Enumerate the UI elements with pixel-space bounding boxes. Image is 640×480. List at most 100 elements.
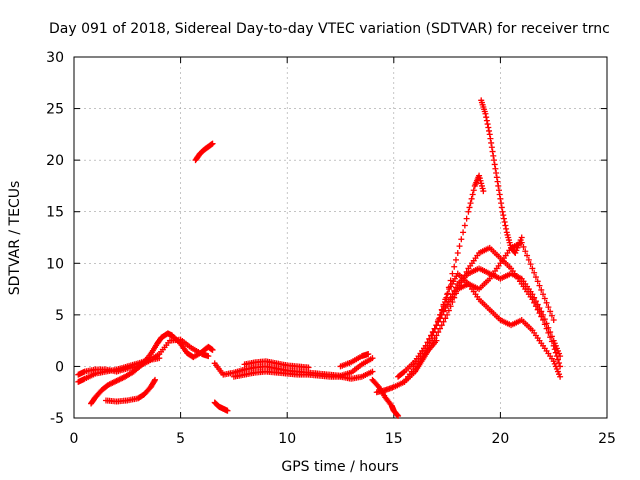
data-point-marker xyxy=(541,295,548,302)
data-point-marker xyxy=(209,346,216,353)
data-point-marker xyxy=(449,270,456,277)
y-tick-label: -5 xyxy=(50,411,64,427)
series-arc-5 xyxy=(102,376,159,405)
y-tick-label: 5 xyxy=(55,308,64,324)
x-tick-label: 0 xyxy=(70,431,79,447)
data-point-marker xyxy=(482,110,489,117)
data-point-marker xyxy=(438,311,445,318)
data-point-marker xyxy=(538,286,545,293)
data-point-marker xyxy=(452,256,459,263)
data-point-marker xyxy=(369,355,376,362)
data-point-marker xyxy=(435,318,442,325)
data-point-marker xyxy=(547,329,554,336)
data-point-marker xyxy=(532,298,539,305)
series-arc-3 xyxy=(88,330,176,407)
data-point-marker xyxy=(430,329,437,336)
chart-title: Day 091 of 2018, Sidereal Day-to-day VTE… xyxy=(49,21,610,37)
data-point-marker xyxy=(445,307,452,314)
data-point-marker xyxy=(543,320,550,327)
data-point-marker xyxy=(538,308,545,315)
data-point-marker xyxy=(365,351,372,358)
data-point-marker xyxy=(470,187,477,194)
data-point-marker xyxy=(529,291,536,298)
y-axis-label: SDTVAR / TECUs xyxy=(7,181,23,296)
data-point-marker xyxy=(493,174,500,181)
data-point-marker xyxy=(440,308,447,315)
data-point-marker xyxy=(451,263,458,270)
data-point-marker xyxy=(532,274,539,281)
data-point-marker xyxy=(543,299,550,306)
data-point-marker xyxy=(466,204,473,211)
data-point-marker xyxy=(536,282,543,289)
data-point-marker xyxy=(480,188,487,195)
series-arc-2 xyxy=(75,355,163,385)
series-arc-17 xyxy=(429,270,564,380)
data-points xyxy=(75,97,564,419)
data-point-marker xyxy=(529,265,536,272)
data-point-marker xyxy=(483,117,490,124)
data-point-marker xyxy=(496,191,503,198)
data-point-marker xyxy=(556,359,563,366)
data-point-marker xyxy=(433,322,440,329)
data-point-marker xyxy=(540,311,547,318)
data-point-marker xyxy=(440,318,447,325)
data-point-marker xyxy=(422,342,429,349)
axis-ticks: 0 5 10 15 20 25 -5 0 5 10 15 20 25 30 xyxy=(46,50,616,447)
data-point-marker xyxy=(465,208,472,215)
data-point-marker xyxy=(557,373,564,380)
data-point-marker xyxy=(436,315,443,322)
data-point-marker xyxy=(469,191,476,198)
data-point-marker xyxy=(524,252,531,259)
y-tick-label: 15 xyxy=(46,205,64,221)
data-point-marker xyxy=(447,277,454,284)
data-point-marker xyxy=(305,364,312,371)
data-point-marker xyxy=(502,222,509,229)
data-point-marker xyxy=(531,269,538,276)
data-point-marker xyxy=(426,335,433,342)
data-point-marker xyxy=(500,215,507,222)
data-point-marker xyxy=(503,225,510,232)
data-point-marker xyxy=(557,353,564,360)
data-point-marker xyxy=(369,368,376,375)
data-point-marker xyxy=(205,353,212,360)
series-arc-11 xyxy=(337,351,372,370)
data-point-marker xyxy=(493,170,500,177)
data-point-marker xyxy=(550,317,557,324)
data-point-marker xyxy=(485,124,492,131)
data-point-marker xyxy=(484,121,491,128)
data-point-marker xyxy=(463,215,470,222)
series-arc-12 xyxy=(369,376,402,419)
data-point-marker xyxy=(394,412,401,419)
data-point-marker xyxy=(224,407,231,414)
data-point-marker xyxy=(534,301,541,308)
data-point-marker xyxy=(468,195,475,202)
x-tick-label: 10 xyxy=(278,431,296,447)
data-point-marker xyxy=(152,376,159,383)
data-point-marker xyxy=(156,355,163,362)
x-tick-label: 15 xyxy=(385,431,403,447)
plot-frame xyxy=(73,56,608,419)
data-point-marker xyxy=(536,304,543,311)
x-tick-label: 20 xyxy=(491,431,509,447)
x-tick-label: 25 xyxy=(598,431,616,447)
x-axis-label: GPS time / hours xyxy=(281,459,398,475)
data-point-marker xyxy=(547,308,554,315)
series-arc-7 xyxy=(211,399,231,414)
data-point-marker xyxy=(545,304,552,311)
data-point-marker xyxy=(492,165,499,172)
data-point-marker xyxy=(498,200,505,207)
data-point-marker xyxy=(491,161,498,168)
series-arc-9 xyxy=(230,368,376,382)
data-point-marker xyxy=(432,325,439,332)
data-point-marker xyxy=(548,333,555,340)
series-arc-10 xyxy=(241,358,312,371)
data-point-marker xyxy=(488,144,495,151)
x-tick-label: 5 xyxy=(176,431,185,447)
y-tick-label: 0 xyxy=(55,359,64,375)
y-tick-label: 30 xyxy=(46,50,64,66)
data-point-marker xyxy=(460,229,467,236)
data-point-marker xyxy=(444,311,451,318)
data-point-marker xyxy=(456,243,463,250)
data-point-marker xyxy=(525,256,532,263)
